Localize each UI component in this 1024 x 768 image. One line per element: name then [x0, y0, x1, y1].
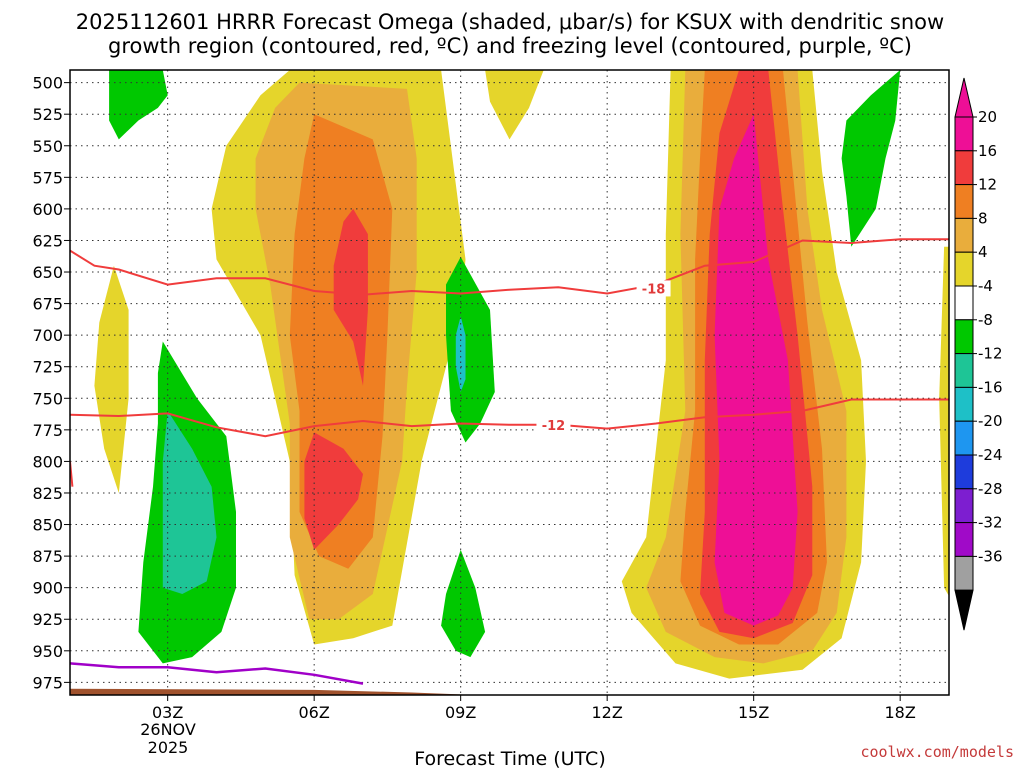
colorbar-segment-13 — [954, 555, 974, 591]
chart-title-line1: 2025112601 HRRR Forecast Omega (shaded, … — [76, 10, 944, 34]
colorbar-segment-3 — [954, 217, 974, 253]
y-tick-label-650: 650 — [32, 263, 63, 282]
colorbar-top-arrow — [954, 77, 974, 118]
x-axis-ticks: 03Z 06Z 09Z 12Z 15Z 18Z — [152, 695, 916, 722]
colorbar-tick-label-7: -12 — [978, 345, 1003, 363]
y-tick-label-850: 850 — [32, 516, 63, 535]
colorbar-tick-label-10: -24 — [978, 446, 1003, 464]
green-region-upper-right — [841, 70, 901, 247]
date-label-year: 2025 — [148, 738, 189, 757]
red-region-left-lower — [304, 432, 363, 550]
x-tick-label-15: 15Z — [738, 703, 769, 722]
colorbar-tick-label-8: -16 — [978, 378, 1003, 396]
y-tick-label-575: 575 — [32, 168, 63, 187]
colorbar-tick-label-11: -28 — [978, 480, 1003, 498]
colorbar-tick-label-5: -4 — [978, 277, 993, 295]
terrain-surface — [70, 688, 477, 695]
green-region-center-lower — [441, 549, 486, 658]
colorbar-tick-label-2: 12 — [978, 176, 997, 194]
contour-label-minus12-bg — [536, 416, 571, 433]
y-tick-label-525: 525 — [32, 105, 63, 124]
date-label-day: 26NOV — [140, 720, 196, 739]
colorbar-segment-4 — [954, 251, 974, 287]
y-tick-label-500: 500 — [32, 74, 63, 93]
yellow-region-far-left — [94, 265, 129, 493]
chart-title-line2: growth region (contoured, red, ºC) and f… — [108, 34, 912, 58]
x-tick-label-12: 12Z — [592, 703, 623, 722]
y-tick-label-775: 775 — [32, 421, 63, 440]
contour-label-minus12: -12 — [542, 419, 566, 434]
x-tick-label-18: 18Z — [885, 703, 916, 722]
colorbar-segment-0 — [954, 116, 974, 152]
y-tick-label-800: 800 — [32, 452, 63, 471]
y-tick-label-550: 550 — [32, 137, 63, 156]
y-tick-label-725: 725 — [32, 358, 63, 377]
colorbar-tick-label-1: 16 — [978, 142, 997, 160]
y-axis-ticks: 500 525 550 575 600 625 650 675 700 725 750 775 800 8… — [32, 74, 70, 692]
x-axis-label: Forecast Time (UTC) — [414, 748, 605, 768]
colorbar-tick-label-6: -8 — [978, 311, 993, 329]
colorbar-segment-7 — [954, 353, 974, 388]
freezing-level-contour — [70, 662, 364, 685]
y-tick-label-750: 750 — [32, 389, 63, 408]
credit-text: coolwx.com/models — [860, 743, 1014, 761]
grid-lines — [70, 70, 949, 695]
colorbar-segment-6 — [954, 319, 974, 355]
colorbar-segment-8 — [954, 386, 974, 422]
plot-frame — [69, 69, 950, 696]
colorbar-tick-label-0: 20 — [978, 108, 997, 126]
colorbar-segment-5 — [954, 285, 974, 321]
y-tick-label-700: 700 — [32, 326, 63, 345]
colorbar-tick-label-13: -36 — [978, 547, 1003, 565]
colorbar-bottom-arrow — [954, 589, 974, 631]
green-region-upper-left — [109, 70, 168, 140]
y-tick-label-625: 625 — [32, 231, 63, 250]
terrain — [70, 688, 477, 695]
contour-minus12 — [70, 398, 949, 438]
omega-shading — [94, 70, 949, 679]
x-tick-label-9: 09Z — [445, 703, 476, 722]
colorbar-tick-label-12: -32 — [978, 514, 1003, 532]
contour-label-minus18-bg — [636, 280, 671, 297]
colorbar-tick-label-3: 8 — [978, 209, 988, 227]
magenta-region-right — [714, 114, 798, 626]
colorbar-segment-9 — [954, 420, 974, 456]
colorbar-tick-label-4: 4 — [978, 243, 988, 261]
x-tick-label-3: 03Z — [152, 703, 183, 722]
colorbar-tick-label-9: -20 — [978, 412, 1003, 430]
colorbar-segment-11 — [954, 488, 974, 524]
y-tick-label-975: 975 — [32, 673, 63, 692]
y-tick-label-875: 875 — [32, 547, 63, 566]
contour-label-minus18: -18 — [642, 282, 666, 297]
x-tick-label-6: 06Z — [299, 703, 330, 722]
teal-region-lower-left — [162, 410, 217, 594]
y-tick-label-600: 600 — [32, 200, 63, 219]
y-tick-label-675: 675 — [32, 295, 63, 314]
y-tick-label-900: 900 — [32, 579, 63, 598]
yellow-region-right-edge — [939, 246, 949, 597]
y-tick-label-950: 950 — [32, 642, 63, 661]
red-region-left-upper — [333, 208, 368, 386]
yellow-region-mid — [485, 70, 544, 140]
colorbar-segment-10 — [954, 454, 974, 490]
colorbar-segment-12 — [954, 522, 974, 557]
y-tick-label-925: 925 — [32, 610, 63, 629]
colorbar-segment-2 — [954, 184, 974, 219]
cyan-region-center — [455, 316, 466, 392]
green-region-center-upper — [446, 256, 495, 443]
y-tick-label-825: 825 — [32, 484, 63, 503]
contour-minus18 — [70, 238, 949, 296]
temperature-contours: -18 -12 — [70, 238, 949, 685]
colorbar-segment-1 — [954, 150, 974, 186]
colorbar: 20 16 12 8 4 -4 -8 -12 -16 -20 -24 -28 -32 -36 — [954, 77, 1003, 631]
